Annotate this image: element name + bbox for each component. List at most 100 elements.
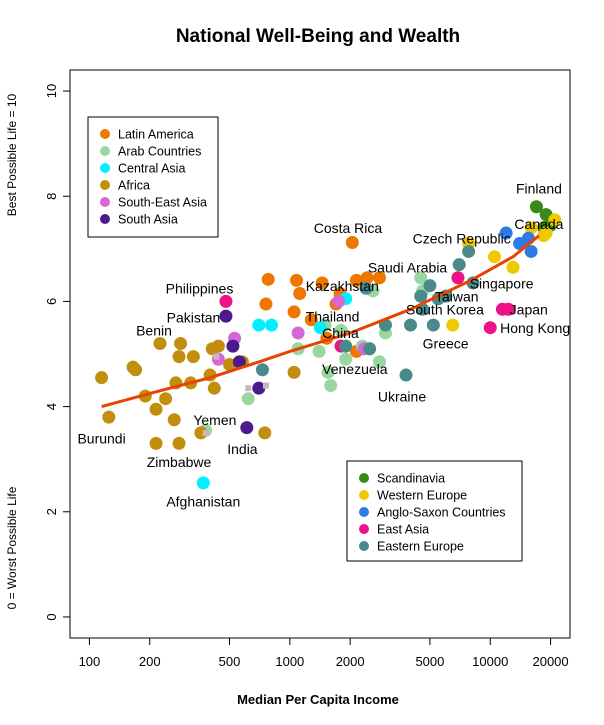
data-point (255, 363, 269, 377)
y-axis-label-top: Best Possible Life = 10 (5, 93, 19, 216)
legend-label: Western Europe (377, 489, 467, 503)
point-annotation: China (322, 325, 359, 341)
point-annotation: India (227, 441, 258, 457)
data-point (95, 371, 109, 385)
data-point (360, 271, 374, 285)
data-point (219, 294, 233, 308)
data-point (426, 318, 440, 332)
data-point (313, 321, 327, 335)
point-annotation: Ukraine (378, 388, 426, 404)
data-point (345, 236, 359, 250)
data-point (259, 297, 273, 311)
y-tick-label: 6 (44, 298, 59, 305)
data-point (240, 421, 254, 435)
data-point (264, 318, 278, 332)
data-point (414, 289, 428, 303)
data-point (174, 336, 188, 350)
data-point (321, 365, 335, 379)
y-axis-label-bottom: 0 = Worst Possible Life (5, 486, 19, 609)
data-point (524, 221, 538, 235)
data-point (446, 318, 460, 332)
point-annotation: Taiwan (435, 288, 479, 304)
data-point (332, 294, 346, 308)
data-point (207, 381, 221, 395)
data-point (483, 321, 497, 335)
data-point (223, 358, 237, 372)
data-point (287, 305, 301, 319)
x-tick-label: 5000 (415, 654, 444, 669)
legend-swatch (359, 507, 369, 517)
legend-label: Arab Countries (118, 145, 201, 159)
data-point (363, 342, 377, 356)
legend-swatch (100, 146, 110, 156)
legend-label: East Asia (377, 523, 429, 537)
chart-title: National Well-Being and Wealth (176, 26, 460, 47)
legend-label: South-East Asia (118, 196, 207, 210)
point-annotation: Czech Republic (413, 231, 511, 247)
data-point (213, 353, 220, 360)
trend-line-group (101, 234, 540, 409)
y-axis: 0 2 4 6 8 10 (44, 84, 70, 621)
data-point (186, 350, 200, 364)
legend-label: Central Asia (118, 162, 185, 176)
data-point (219, 309, 233, 323)
data-point (252, 381, 266, 395)
data-point (196, 476, 210, 490)
data-point (290, 273, 304, 287)
x-tick-label: 100 (79, 654, 101, 669)
point-annotation: Yemen (193, 412, 236, 428)
data-point (153, 336, 167, 350)
data-point (304, 313, 318, 327)
point-annotation: Saudi Arabia (368, 259, 448, 275)
point-annotation: Afghanistan (166, 494, 240, 510)
data-point (159, 392, 173, 406)
x-tick-label: 2000 (336, 654, 365, 669)
point-annotation: Philippines (166, 281, 234, 297)
data-point (414, 271, 428, 285)
point-annotation: South Korea (406, 302, 484, 318)
x-tick-label: 200 (139, 654, 161, 669)
legend-label: Scandinavia (377, 472, 445, 486)
x-tick-label: 1000 (275, 654, 304, 669)
y-tick-label: 4 (44, 403, 59, 410)
data-point (211, 339, 225, 353)
plot-frame (69, 69, 571, 639)
legend-label: Eastern Europe (377, 540, 464, 554)
data-point (423, 279, 437, 293)
data-point (202, 429, 209, 436)
data-point (129, 363, 143, 377)
legend-box (87, 116, 219, 238)
data-point (245, 385, 252, 392)
legend-swatch (359, 524, 369, 534)
data-point (258, 426, 272, 440)
data-point (372, 271, 386, 285)
data-point (241, 392, 255, 406)
point-annotation: Singapore (470, 275, 534, 291)
data-point (499, 226, 513, 240)
legend-swatch (359, 473, 369, 483)
data-point (167, 413, 181, 427)
point-annotation: Japan (510, 302, 548, 318)
point-annotation: Burundi (77, 430, 125, 446)
data-point (349, 273, 363, 287)
data-point (194, 426, 208, 440)
data-point (399, 368, 413, 382)
legend-swatch (100, 163, 110, 173)
data-point (339, 352, 353, 366)
data-point (529, 200, 543, 214)
data-point (524, 244, 538, 258)
x-tick-label: 20000 (532, 654, 568, 669)
data-point (537, 229, 551, 243)
data-point (315, 276, 329, 290)
data-point (262, 382, 269, 389)
x-tick-label: 500 (219, 654, 241, 669)
legend-swatch (100, 180, 110, 190)
point-annotation: Canada (514, 216, 563, 232)
point-annotation: Benin (136, 323, 172, 339)
x-axis-label: Median Per Capita Income (237, 692, 399, 707)
x-axis: 100 200 500 1000 2000 5000 10000 20000 (79, 638, 569, 669)
point-annotation: Thailand (306, 308, 360, 324)
data-point (291, 326, 305, 340)
data-point (172, 436, 186, 450)
